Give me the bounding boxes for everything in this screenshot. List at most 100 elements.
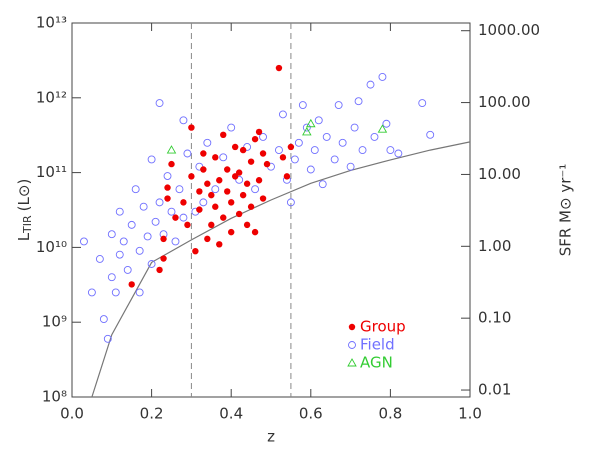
point <box>247 158 255 165</box>
point <box>164 195 171 202</box>
point <box>175 185 184 194</box>
point <box>224 188 231 195</box>
point <box>279 154 287 161</box>
point <box>179 116 188 125</box>
point <box>200 150 207 157</box>
point <box>119 237 128 246</box>
x-tick-label: 0.4 <box>219 405 243 423</box>
point <box>314 116 323 125</box>
point <box>330 155 339 164</box>
point <box>128 281 135 288</box>
point <box>275 146 283 155</box>
point <box>231 143 239 151</box>
point <box>310 146 319 155</box>
point <box>155 99 164 108</box>
point <box>204 235 211 243</box>
point <box>139 202 148 211</box>
point <box>107 230 116 239</box>
point <box>259 195 267 202</box>
y-tick-label: 10¹⁰ <box>36 238 67 256</box>
point <box>220 214 227 221</box>
point <box>156 266 163 274</box>
point <box>188 124 195 131</box>
point <box>231 173 239 180</box>
y2-tick-label: 10.00 <box>478 165 521 183</box>
point <box>394 149 403 158</box>
point <box>283 173 291 180</box>
point <box>338 138 347 147</box>
point <box>418 99 427 108</box>
point <box>208 221 215 229</box>
limit-curve <box>91 141 471 398</box>
point <box>200 166 207 173</box>
point <box>216 177 223 184</box>
x-tick-label: 0.6 <box>299 405 323 423</box>
point <box>103 334 112 343</box>
point <box>294 138 303 147</box>
point <box>251 185 260 194</box>
point <box>151 217 160 226</box>
point <box>147 155 156 164</box>
point <box>275 64 283 72</box>
point <box>79 237 88 246</box>
point <box>228 199 235 206</box>
y2-tick-label: 0.01 <box>478 381 511 399</box>
point <box>346 162 355 171</box>
point <box>95 255 104 263</box>
point <box>155 198 164 207</box>
point <box>183 149 192 158</box>
point <box>204 180 211 187</box>
point <box>164 184 171 191</box>
point <box>251 135 259 143</box>
y-tick-label: 10⁹ <box>42 313 67 331</box>
y2-tick-label: 1.00 <box>478 237 511 255</box>
point <box>350 123 359 132</box>
y-tick-label: 10¹² <box>36 88 67 106</box>
point <box>358 146 367 155</box>
point <box>180 199 187 206</box>
y-label-unit: (L⊙) <box>15 179 33 212</box>
x-tick-label: 0.8 <box>378 405 402 423</box>
point <box>302 123 311 132</box>
point <box>111 288 120 297</box>
x-tick-label: 0.0 <box>60 405 84 423</box>
point <box>255 128 263 136</box>
y-label-main: L <box>15 232 33 241</box>
point <box>115 250 124 259</box>
point <box>247 203 255 210</box>
point <box>386 146 395 155</box>
point <box>211 185 220 194</box>
legend-marker <box>348 323 356 331</box>
point <box>239 191 247 199</box>
point <box>216 241 223 248</box>
x-tick-label: 1.0 <box>458 405 482 423</box>
point <box>302 126 312 136</box>
y-tick-label: 10¹¹ <box>36 163 67 181</box>
point <box>235 169 243 176</box>
x-axis-label: z <box>267 428 275 446</box>
point <box>263 160 271 168</box>
point <box>255 177 263 184</box>
point <box>290 155 299 164</box>
point <box>160 235 167 243</box>
point <box>115 207 124 216</box>
point <box>143 232 152 241</box>
point <box>135 288 144 297</box>
point <box>127 220 136 229</box>
point <box>184 221 191 229</box>
point <box>179 213 188 222</box>
point <box>278 110 287 119</box>
point <box>212 154 219 161</box>
y-tick-label: 10⁸ <box>42 388 67 406</box>
point <box>219 153 228 162</box>
point <box>334 101 343 109</box>
point <box>166 145 177 154</box>
point <box>378 72 387 81</box>
point <box>123 265 132 274</box>
point <box>131 185 140 194</box>
point <box>196 206 203 213</box>
point <box>188 173 195 180</box>
legend-marker <box>348 341 356 349</box>
point <box>366 80 375 89</box>
y-axis-label: LTIR (L⊙) <box>15 179 35 242</box>
